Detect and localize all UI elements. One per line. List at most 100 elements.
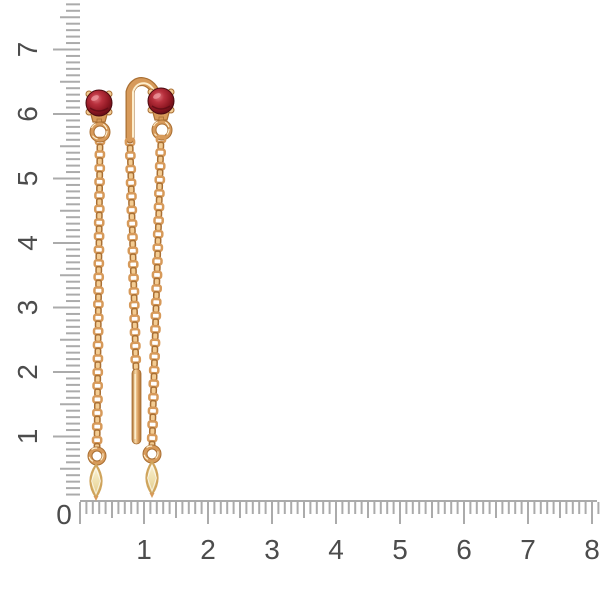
chain-link: [150, 297, 162, 307]
chain-link: [146, 433, 158, 443]
red-gemstone: [85, 89, 113, 117]
chain-link: [92, 327, 104, 336]
chain-link: [91, 422, 103, 431]
loop-highlight: [90, 122, 108, 140]
chain-link: [154, 188, 165, 198]
chain-link: [148, 365, 160, 375]
ruler-labels: 1 2 3 4 5 6 7 1 2 3 4 5 6 7 8 0: [12, 42, 600, 565]
loop-highlight: [143, 445, 159, 461]
marquise-facets: [146, 463, 158, 493]
chain-link: [94, 191, 105, 200]
chain-link: [92, 367, 104, 377]
chain-link: [152, 229, 164, 239]
horizontal-ruler-number: 6: [456, 534, 472, 565]
horizontal-ruler-number: 3: [264, 534, 280, 565]
chain-link: [95, 266, 103, 275]
chain-link: [126, 191, 137, 201]
chain-link: [96, 157, 104, 166]
gem-facet-line: [151, 105, 171, 110]
chain-link: [93, 218, 105, 227]
chain-link: [92, 354, 104, 363]
chain-link: [125, 178, 137, 188]
chain-link: [149, 338, 161, 348]
red-gemstone: [147, 87, 175, 115]
right-earring: [124, 77, 175, 498]
chain-link: [95, 293, 102, 302]
chain-link: [124, 151, 136, 161]
chain-link: [94, 334, 102, 343]
chain-link: [91, 435, 103, 445]
chain-link: [92, 395, 103, 404]
marquise-stone: [89, 463, 103, 499]
vertical-ruler-number: 4: [12, 235, 43, 251]
ruler-origin-number: 0: [56, 499, 72, 530]
drop-tip: [149, 493, 155, 498]
chain-link: [152, 256, 163, 266]
chain-link: [96, 184, 104, 193]
gem-glint: [91, 95, 99, 101]
vertical-ruler-number: 5: [12, 171, 43, 187]
cable-chain: [91, 136, 106, 452]
chain-link: [96, 143, 104, 152]
red-stone-stud: [147, 87, 175, 121]
marquise-facets: [90, 466, 102, 496]
chain-link: [153, 216, 164, 225]
vertical-ruler-number: 7: [12, 42, 43, 58]
marquise-stone: [145, 460, 159, 496]
chain-link: [93, 245, 105, 255]
horizontal-ruler-number: 5: [392, 534, 408, 565]
chain-link: [128, 287, 140, 296]
chain-link: [153, 202, 165, 212]
chain-link: [92, 340, 104, 350]
chain-link: [154, 161, 166, 171]
chain-link: [93, 415, 101, 424]
loop-body: [88, 447, 106, 465]
chain-link: [95, 225, 103, 234]
chain-link: [92, 381, 103, 391]
chain-link: [95, 238, 103, 248]
chain-link: [93, 231, 105, 241]
marquise-drop: [89, 463, 103, 501]
chain-link: [127, 232, 138, 242]
chain-link: [152, 243, 164, 253]
chain-link: [126, 205, 138, 215]
chain-link: [155, 148, 166, 158]
chain-link: [94, 361, 102, 370]
chain-link: [127, 259, 139, 269]
horizontal-ruler-number: 4: [328, 534, 344, 565]
chain-link: [150, 311, 162, 321]
horizontal-ruler: [79, 500, 600, 524]
chain-link: [92, 313, 104, 323]
connector-loop: [151, 119, 173, 141]
chain-link: [94, 177, 105, 187]
chain-link: [93, 204, 105, 214]
cable-chain: [124, 137, 142, 371]
chain-link: [147, 406, 159, 416]
chain-link: [94, 320, 102, 329]
chain-link: [94, 306, 102, 316]
threader-bar: [131, 368, 142, 445]
horizontal-ruler-number: 7: [520, 534, 536, 565]
vertical-ruler-number: 1: [12, 429, 43, 445]
chain-link: [94, 347, 102, 356]
chain-link: [93, 429, 101, 438]
chain-link: [93, 286, 104, 295]
connector-loop: [87, 446, 107, 466]
chain-link: [127, 246, 139, 256]
chain-link: [148, 379, 160, 389]
chain-link: [130, 355, 142, 364]
chain-link: [129, 314, 141, 324]
chain-link: [95, 252, 103, 261]
chain-link: [125, 164, 137, 174]
chain-link: [154, 175, 166, 185]
vertical-ruler-number: 6: [12, 106, 43, 122]
marquise-drop: [145, 460, 159, 498]
chain-link: [91, 408, 103, 418]
chain-link: [93, 259, 105, 268]
chain-link: [95, 279, 103, 288]
connector-loop: [89, 121, 111, 143]
chain-link: [94, 374, 102, 384]
horizontal-ruler-number: 2: [200, 534, 216, 565]
chain-link: [94, 150, 106, 159]
